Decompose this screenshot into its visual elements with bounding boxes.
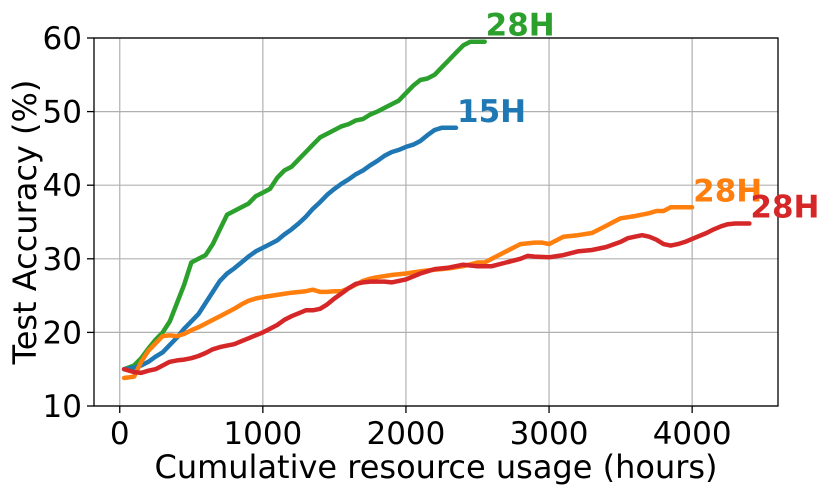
x-tick-label: 3000 — [510, 416, 589, 452]
y-tick-label: 10 — [43, 389, 82, 425]
y-tick-label: 40 — [43, 168, 82, 204]
x-axis-label: Cumulative resource usage (hours) — [154, 448, 717, 486]
y-tick-label: 60 — [43, 21, 82, 57]
x-tick-label: 2000 — [366, 416, 445, 452]
x-tick-label: 4000 — [653, 416, 732, 452]
y-tick-label: 50 — [43, 95, 82, 131]
series-end-label-2: 15H — [457, 94, 526, 130]
series-line-1 — [121, 39, 487, 372]
grid-lines — [94, 37, 778, 407]
y-tick-label: 30 — [43, 242, 82, 278]
series-end-label-1: 28H — [486, 8, 555, 44]
series-lines — [121, 39, 752, 381]
y-axis-label: Test Accuracy (%) — [6, 80, 44, 366]
series-end-label-3: 28H — [693, 173, 762, 209]
x-tick-label: 0 — [110, 416, 130, 452]
x-tick-label: 1000 — [223, 416, 302, 452]
y-tick-label: 20 — [43, 315, 82, 351]
series-line-2 — [121, 125, 459, 372]
plot-frame — [93, 37, 779, 407]
series-end-label-4: 28H — [750, 189, 819, 225]
axis-ticks: 0 1000 2000 3000 4000 10 20 30 40 50 60 — [43, 21, 732, 452]
series-line-4 — [121, 221, 752, 376]
